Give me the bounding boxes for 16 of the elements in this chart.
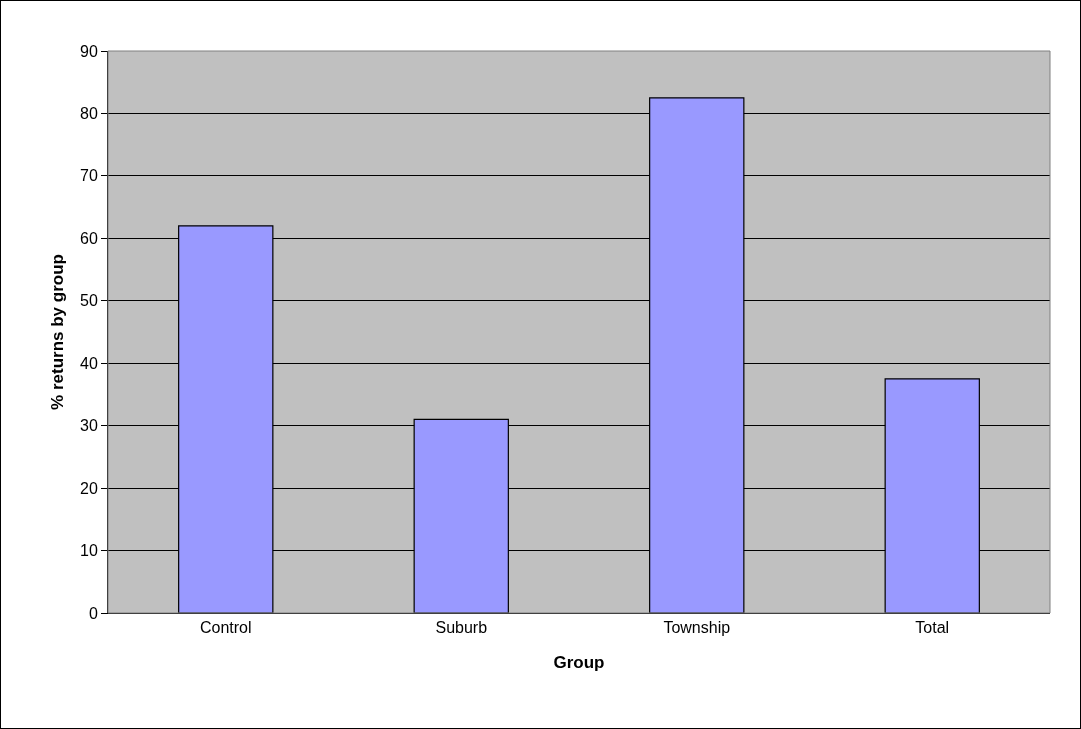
y-tick-label: 40	[80, 354, 98, 372]
x-tick-label: Suburb	[435, 619, 488, 637]
y-tick-label: 10	[80, 542, 98, 560]
y-axis-title: % returns by group	[47, 254, 67, 410]
y-tick-label: 60	[80, 229, 98, 247]
y-tick-label: 90	[80, 42, 98, 60]
x-axis-title: Group	[553, 652, 605, 672]
y-tick-label: 50	[80, 292, 98, 310]
y-tick-label: 30	[80, 417, 98, 435]
y-tick-label: 80	[80, 105, 98, 123]
x-tick-label: Control	[199, 619, 252, 637]
x-tick-label: Total	[915, 619, 950, 637]
x-tick-label: Township	[663, 619, 731, 637]
y-tick-label: 0	[88, 604, 98, 622]
y-tick-label: 20	[80, 479, 98, 497]
y-tick-label: 70	[80, 167, 98, 185]
